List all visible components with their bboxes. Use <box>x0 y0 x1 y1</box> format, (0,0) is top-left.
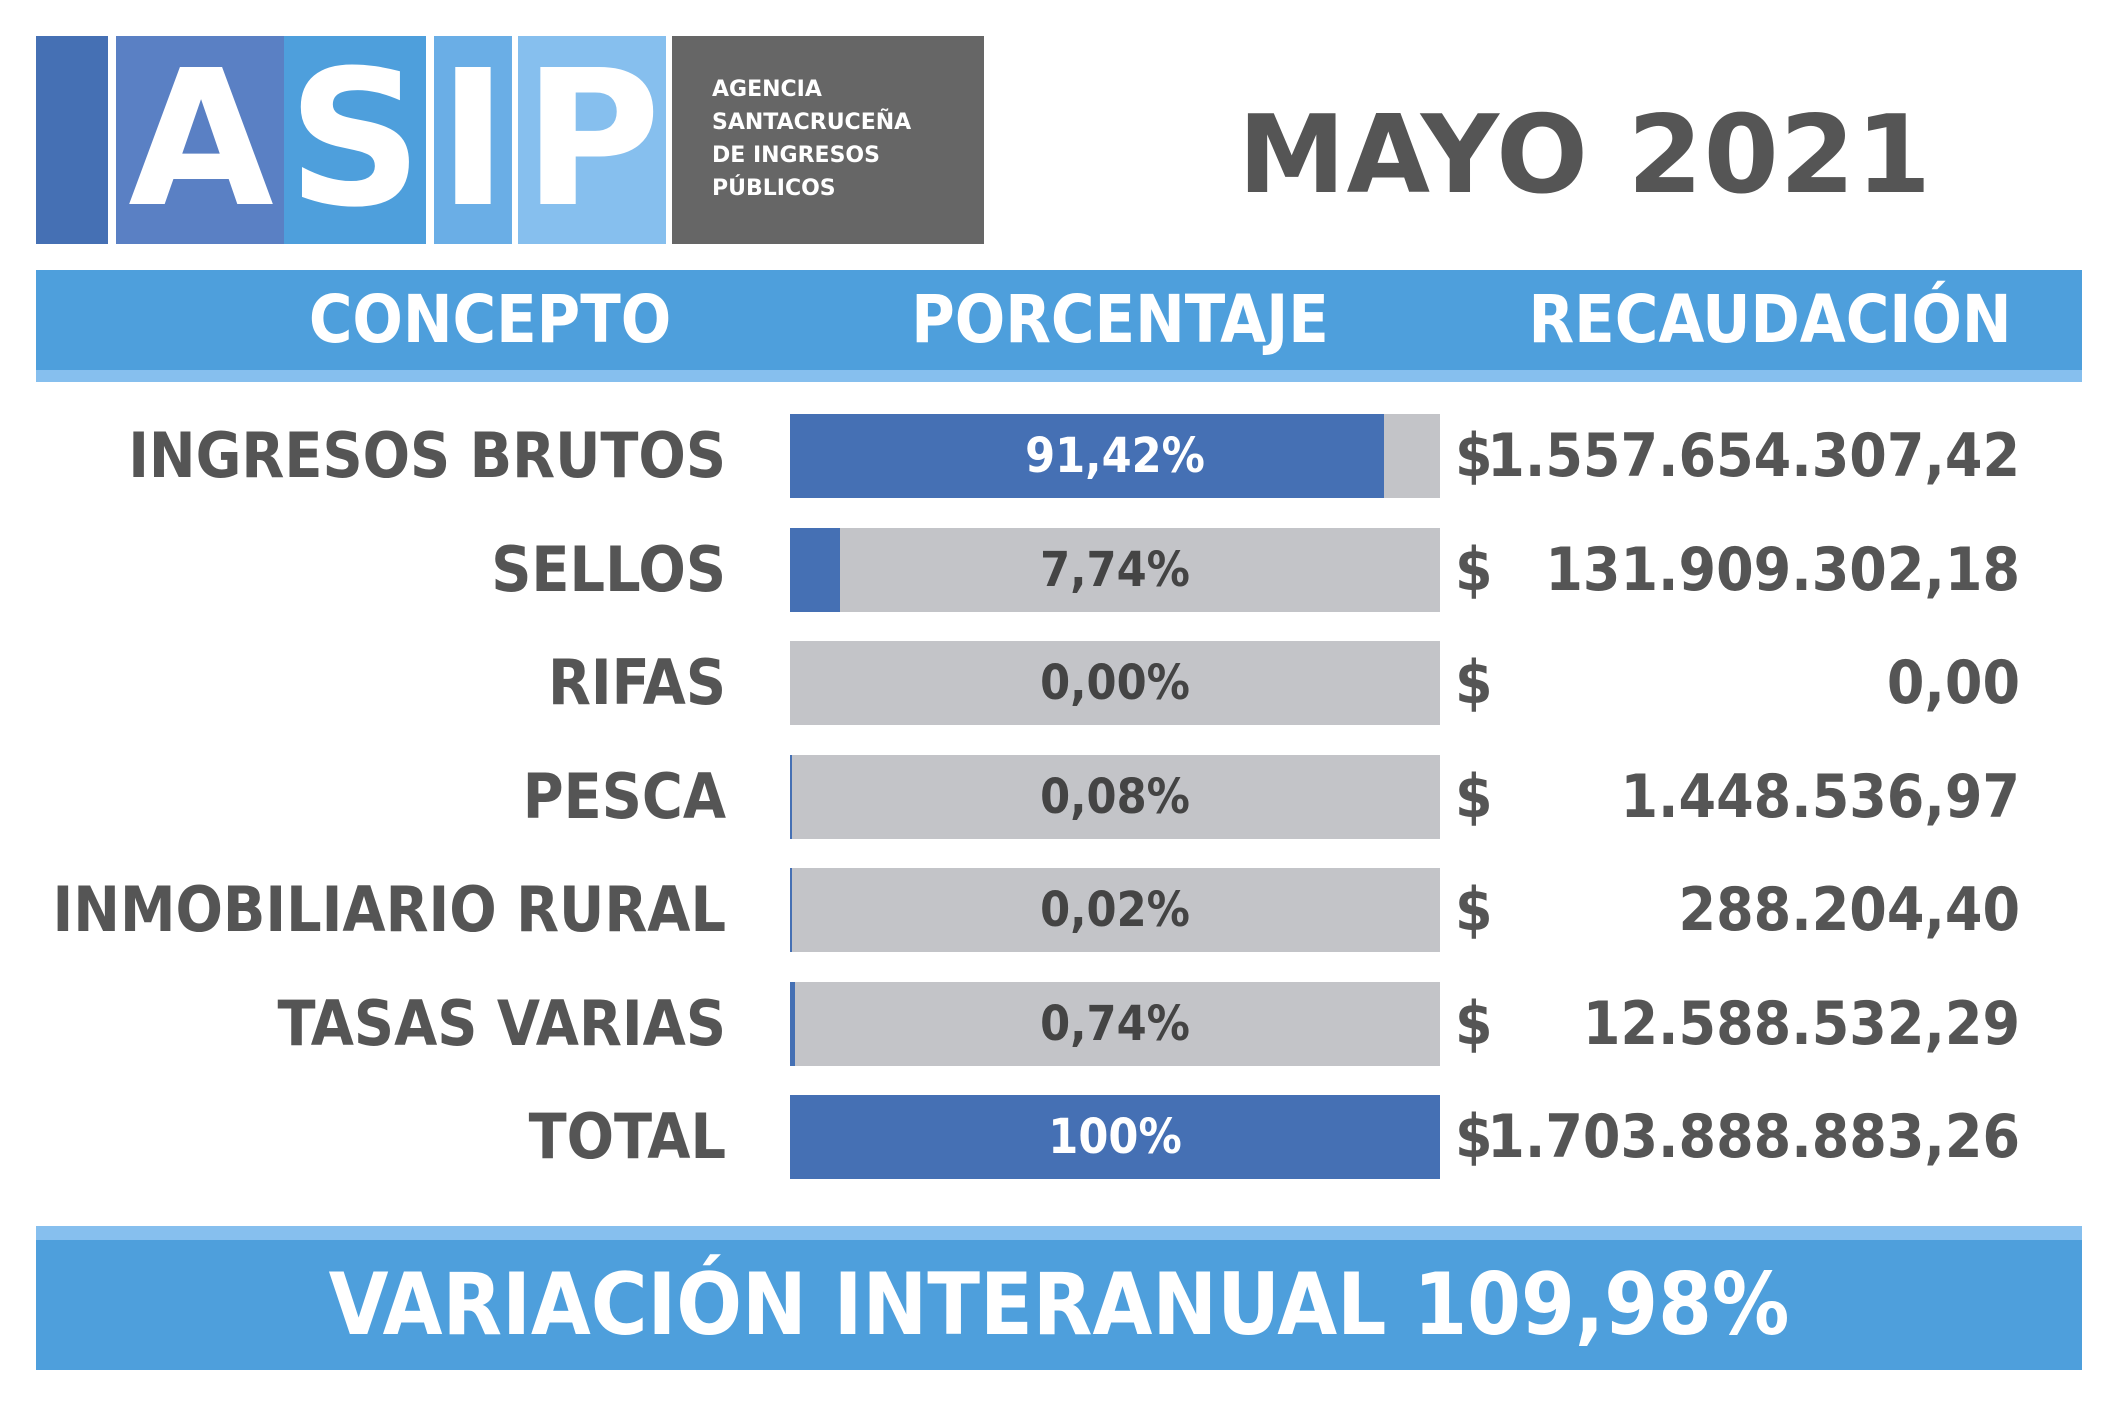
agency-name-line-3: DE INGRESOS <box>712 143 880 168</box>
percentage-bar: 0,74% <box>790 982 1440 1066</box>
row-porcentaje: 0,08% <box>1040 769 1190 825</box>
row-porcentaje: 7,74% <box>1040 542 1190 598</box>
period-title: MAYO 2021 <box>1238 93 1933 218</box>
header-divider <box>36 370 2082 382</box>
agency-name-line-2: SANTACRUCEÑA <box>712 110 912 135</box>
agency-name-line-1: AGENCIA <box>712 77 822 102</box>
yoy-variation: VARIACIÓN INTERANUAL 109,98% <box>36 1240 2082 1370</box>
row-monto: 0,00 <box>1886 648 2020 718</box>
logo-letter-p: P <box>523 30 661 249</box>
currency-symbol: $ <box>1455 648 1493 718</box>
row-concepto: INGRESOS BRUTOS <box>128 419 726 492</box>
percentage-bar: 91,42% <box>790 414 1440 498</box>
row-concepto: INMOBILIARIO RURAL <box>52 873 726 946</box>
row-porcentaje: 0,74% <box>1040 996 1190 1052</box>
logo-tile-a <box>116 36 316 244</box>
currency-symbol: $ <box>1455 1102 1493 1172</box>
percentage-bar-fill <box>790 528 841 612</box>
percentage-bar-fill <box>790 414 1385 498</box>
row-monto: 1.703.888.883,26 <box>1487 1102 2020 1172</box>
currency-symbol: $ <box>1455 535 1493 605</box>
percentage-bar: 0,02% <box>790 868 1440 952</box>
row-porcentaje: 0,00% <box>1040 655 1190 711</box>
row-porcentaje: 100% <box>1048 1109 1182 1165</box>
percentage-bar-fill <box>790 1095 1440 1179</box>
percentage-bar: 0,08% <box>790 755 1440 839</box>
row-concepto: TOTAL <box>528 1100 726 1173</box>
percentage-bar: 100% <box>790 1095 1440 1179</box>
logo-letter-s: S <box>287 30 423 249</box>
agency-name: AGENCIA SANTACRUCEÑA DE INGRESOS PÚBLICO… <box>672 36 984 244</box>
row-concepto: TASAS VARIAS <box>277 987 726 1060</box>
percentage-bar: 7,74% <box>790 528 1440 612</box>
currency-symbol: $ <box>1455 989 1493 1059</box>
footer-divider <box>36 1226 2082 1240</box>
row-monto: 288.204,40 <box>1678 875 2020 945</box>
percentage-bar: 0,00% <box>790 641 1440 725</box>
currency-symbol: $ <box>1455 875 1493 945</box>
row-monto: 131.909.302,18 <box>1545 535 2020 605</box>
header-concepto: CONCEPTO <box>308 281 672 358</box>
percentage-bar-fill <box>790 982 795 1066</box>
logo-tile-edge <box>36 36 108 244</box>
percentage-bar-fill <box>790 868 792 952</box>
currency-symbol: $ <box>1455 421 1493 491</box>
header-recaudacion: RECAUDACIÓN <box>1528 281 2012 358</box>
logo-tile-p <box>518 36 666 244</box>
row-concepto: RIFAS <box>547 646 726 719</box>
logo-tile-i <box>434 36 512 244</box>
percentage-bar-fill <box>790 755 792 839</box>
row-monto: 1.557.654.307,42 <box>1487 421 2020 491</box>
row-concepto: SELLOS <box>491 533 726 606</box>
row-monto: 1.448.536,97 <box>1620 762 2020 832</box>
header-porcentaje: PORCENTAJE <box>911 281 1329 358</box>
row-concepto: PESCA <box>522 760 726 833</box>
row-porcentaje: 0,02% <box>1040 882 1190 938</box>
logo-letter-i: I <box>438 30 508 249</box>
logo-letter-a: A <box>128 30 274 249</box>
agency-name-line-4: PÚBLICOS <box>712 176 836 201</box>
table-header <box>36 270 2082 370</box>
logo-tile-s <box>284 36 426 244</box>
asip-logo: A S I P AGENCIA SANTACRUCEÑA DE INGRESOS… <box>0 0 1000 260</box>
currency-symbol: $ <box>1455 762 1493 832</box>
row-porcentaje: 91,42% <box>1025 428 1205 484</box>
row-monto: 12.588.532,29 <box>1582 989 2020 1059</box>
